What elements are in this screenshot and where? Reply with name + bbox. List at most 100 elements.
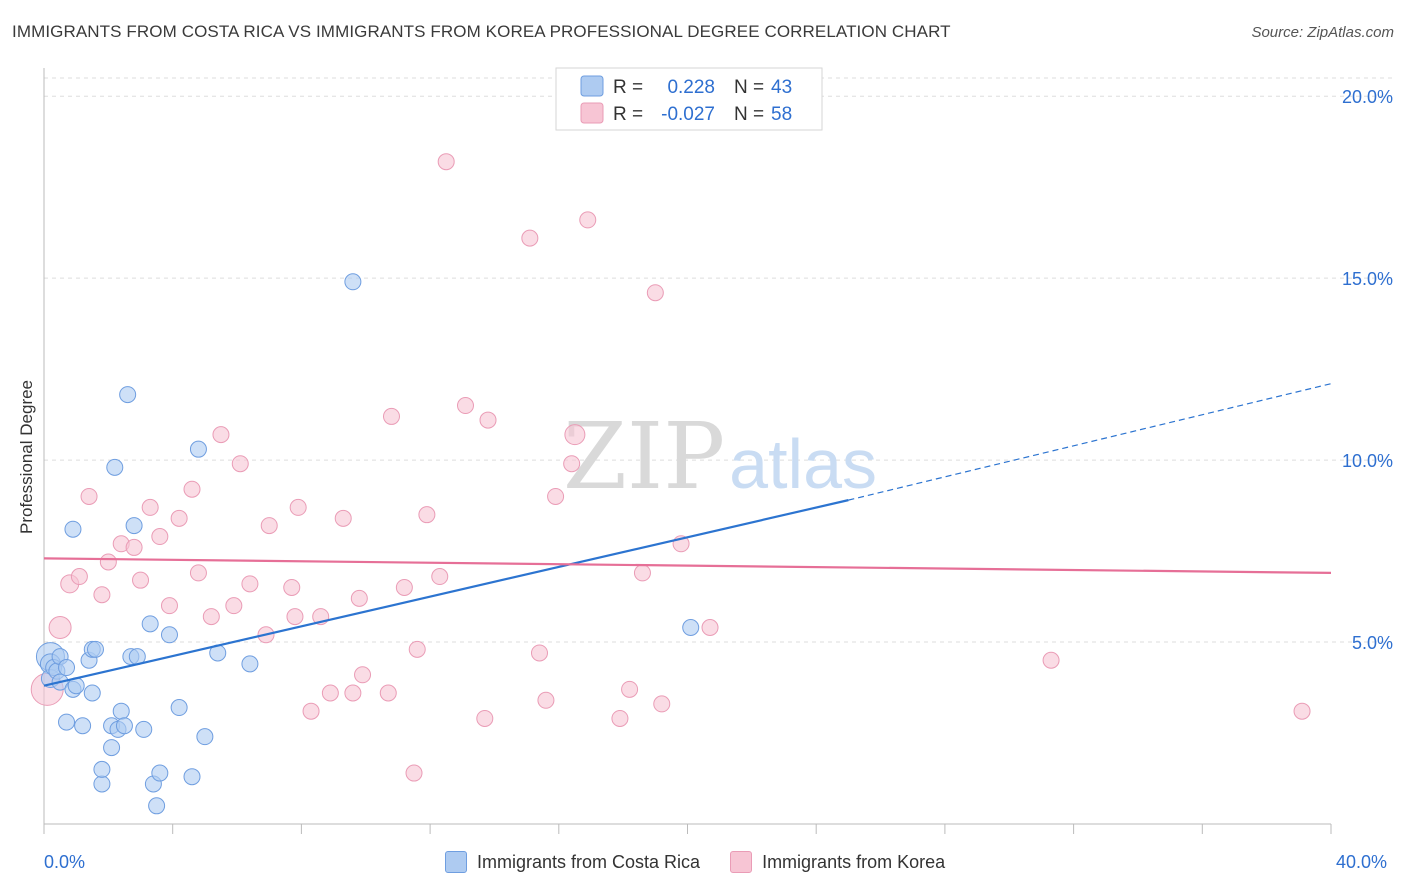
legend-item-korea: Immigrants from Korea: [730, 851, 945, 873]
legend-r-value-blue: 0.228: [667, 77, 715, 98]
point-korea: [302, 702, 320, 720]
point-costa-rica: [58, 659, 76, 677]
legend-swatch-korea: [730, 851, 753, 873]
point-korea: [547, 487, 565, 505]
point-costa-rica: [196, 728, 214, 746]
point-korea: [418, 506, 436, 524]
point-korea: [521, 229, 539, 247]
point-korea: [537, 691, 555, 709]
point-korea: [354, 666, 372, 684]
point-korea: [379, 684, 397, 702]
trend-line-korea: [43, 557, 1332, 575]
point-korea: [334, 509, 352, 527]
point-korea: [151, 528, 169, 546]
point-korea: [382, 407, 400, 425]
point-korea: [80, 487, 98, 505]
point-costa-rica: [160, 626, 178, 644]
point-costa-rica: [115, 717, 133, 735]
legend-n-label-blue: N =: [734, 77, 764, 98]
point-korea: [344, 684, 362, 702]
point-costa-rica: [344, 273, 362, 291]
point-costa-rica: [103, 739, 121, 757]
point-korea: [93, 586, 111, 604]
grid-lines: [44, 77, 1393, 643]
point-costa-rica: [86, 640, 104, 658]
point-costa-rica: [74, 717, 92, 735]
point-korea: [212, 426, 230, 444]
legend-item-costa-rica: Immigrants from Costa Rica: [445, 851, 700, 873]
point-korea: [633, 564, 651, 582]
y-tick-label: 15.0%: [1342, 269, 1393, 289]
point-costa-rica: [112, 702, 130, 720]
point-korea: [321, 684, 339, 702]
point-costa-rica: [119, 386, 137, 404]
point-korea: [132, 571, 150, 589]
x-tick-label-max: 40.0%: [1336, 852, 1388, 872]
point-korea: [476, 709, 494, 727]
y-tick-labels: 5.0% 10.0% 15.0% 20.0%: [1342, 87, 1393, 653]
watermark: ZIPatlas: [563, 403, 877, 510]
bottom-legend: Immigrants from Costa Rica Immigrants fr…: [445, 851, 975, 873]
legend-r-value-pink: -0.027: [661, 104, 715, 125]
point-costa-rica: [93, 760, 111, 778]
point-korea: [564, 424, 586, 446]
point-korea: [395, 578, 413, 596]
source-label: Source: ZipAtlas.com: [1251, 24, 1394, 41]
point-korea: [530, 644, 548, 662]
point-korea: [405, 764, 423, 782]
point-korea: [189, 564, 207, 582]
point-korea: [579, 211, 597, 229]
trend-line-costa-rica-extension: [848, 383, 1332, 501]
point-korea: [160, 597, 178, 615]
series-costa-rica-points: [35, 273, 700, 815]
chart-title: IMMIGRANTS FROM COSTA RICA VS IMMIGRANTS…: [12, 22, 951, 41]
legend-swatch-costa-rica: [445, 851, 467, 873]
point-korea: [1293, 702, 1311, 720]
point-costa-rica: [148, 797, 166, 815]
point-korea: [99, 553, 117, 571]
point-costa-rica: [141, 615, 159, 633]
point-korea: [202, 608, 220, 626]
point-costa-rica: [58, 713, 76, 731]
point-korea: [48, 615, 72, 639]
point-costa-rica: [93, 775, 111, 793]
point-costa-rica: [183, 768, 201, 786]
point-korea: [563, 455, 581, 473]
point-costa-rica: [241, 655, 259, 673]
point-costa-rica: [106, 458, 124, 476]
legend-n-value-pink: 58: [771, 104, 792, 125]
legend-swatch-pink: [580, 102, 604, 124]
y-tick-label: 20.0%: [1342, 87, 1393, 107]
point-korea: [225, 597, 243, 615]
legend-label-costa-rica: Immigrants from Costa Rica: [477, 851, 701, 872]
point-korea: [479, 411, 497, 429]
point-korea: [611, 709, 629, 727]
series-korea-points: [30, 153, 1311, 782]
point-korea: [260, 517, 278, 535]
legend-r-label-pink: R =: [613, 104, 643, 125]
legend-swatch-blue: [580, 75, 604, 97]
point-korea: [183, 480, 201, 498]
point-korea: [1042, 651, 1060, 669]
point-korea: [456, 397, 474, 415]
legend-n-label-pink: N =: [734, 104, 764, 125]
watermark-zip: ZIP: [563, 403, 725, 510]
y-tick-label: 10.0%: [1342, 451, 1393, 471]
legend-r-label-blue: R =: [613, 77, 643, 98]
point-korea: [701, 618, 719, 636]
point-korea: [283, 578, 301, 596]
point-korea: [350, 589, 368, 607]
watermark-atlas: atlas: [729, 425, 877, 503]
point-korea: [170, 509, 188, 527]
y-tick-label: 5.0%: [1352, 633, 1393, 653]
point-korea: [621, 680, 639, 698]
legend-box: R = 0.228 N = 43 R = -0.027 N = 58: [555, 67, 823, 131]
point-korea: [70, 568, 88, 586]
point-korea: [431, 568, 449, 586]
point-korea: [289, 498, 307, 516]
point-costa-rica: [682, 618, 700, 636]
point-korea: [241, 575, 259, 593]
point-korea: [437, 153, 455, 171]
point-costa-rica: [170, 699, 188, 717]
